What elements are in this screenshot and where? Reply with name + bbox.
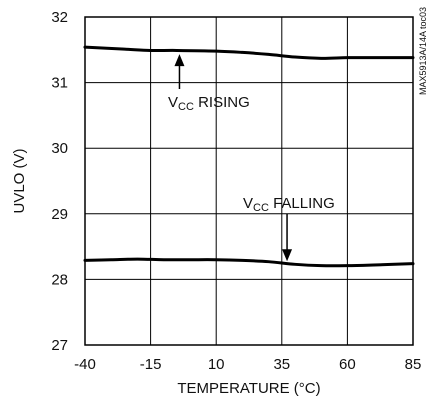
annotation-label-rising: VCC RISING — [168, 94, 250, 113]
tick-labels: -40 -15 10 35 60 85 27 28 29 30 31 32 — [51, 9, 421, 373]
series-line-vcc-falling — [83, 257, 415, 268]
x-tick-label: 60 — [339, 356, 356, 373]
x-tick-label: 10 — [208, 356, 225, 373]
y-axis-label: UVLO (V) — [11, 148, 28, 213]
x-tick-label: -15 — [140, 356, 162, 373]
annotation-arrow-head — [282, 249, 293, 262]
x-tick-label: -40 — [74, 356, 96, 373]
y-tick-label: 30 — [51, 140, 68, 157]
series-lines — [83, 45, 415, 268]
annotation-main: V — [168, 94, 178, 111]
x-tick-label: 85 — [405, 356, 422, 373]
x-axis-label: TEMPERATURE (°C) — [177, 380, 320, 397]
annotation-label-falling: VCC FALLING — [243, 195, 335, 214]
grid — [84, 16, 414, 346]
x-tick-label: 35 — [273, 356, 290, 373]
plot-frame — [84, 16, 414, 346]
annotation-text: RISING — [194, 94, 250, 111]
y-tick-label: 29 — [51, 206, 68, 223]
y-tick-label: 31 — [51, 75, 68, 92]
y-tick-label: 27 — [51, 337, 68, 354]
annotation-arrow-head — [174, 54, 185, 67]
annotation-main: V — [243, 195, 253, 212]
annotation-text: FALLING — [269, 195, 335, 212]
series-line-vcc-rising — [83, 45, 415, 60]
figure-id-label: MAX5913A/14A toc03 — [418, 7, 428, 95]
annotation-subscript: CC — [253, 202, 269, 214]
y-tick-label: 32 — [51, 9, 68, 26]
y-tick-label: 28 — [51, 271, 68, 288]
annotation-subscript: CC — [178, 101, 194, 113]
